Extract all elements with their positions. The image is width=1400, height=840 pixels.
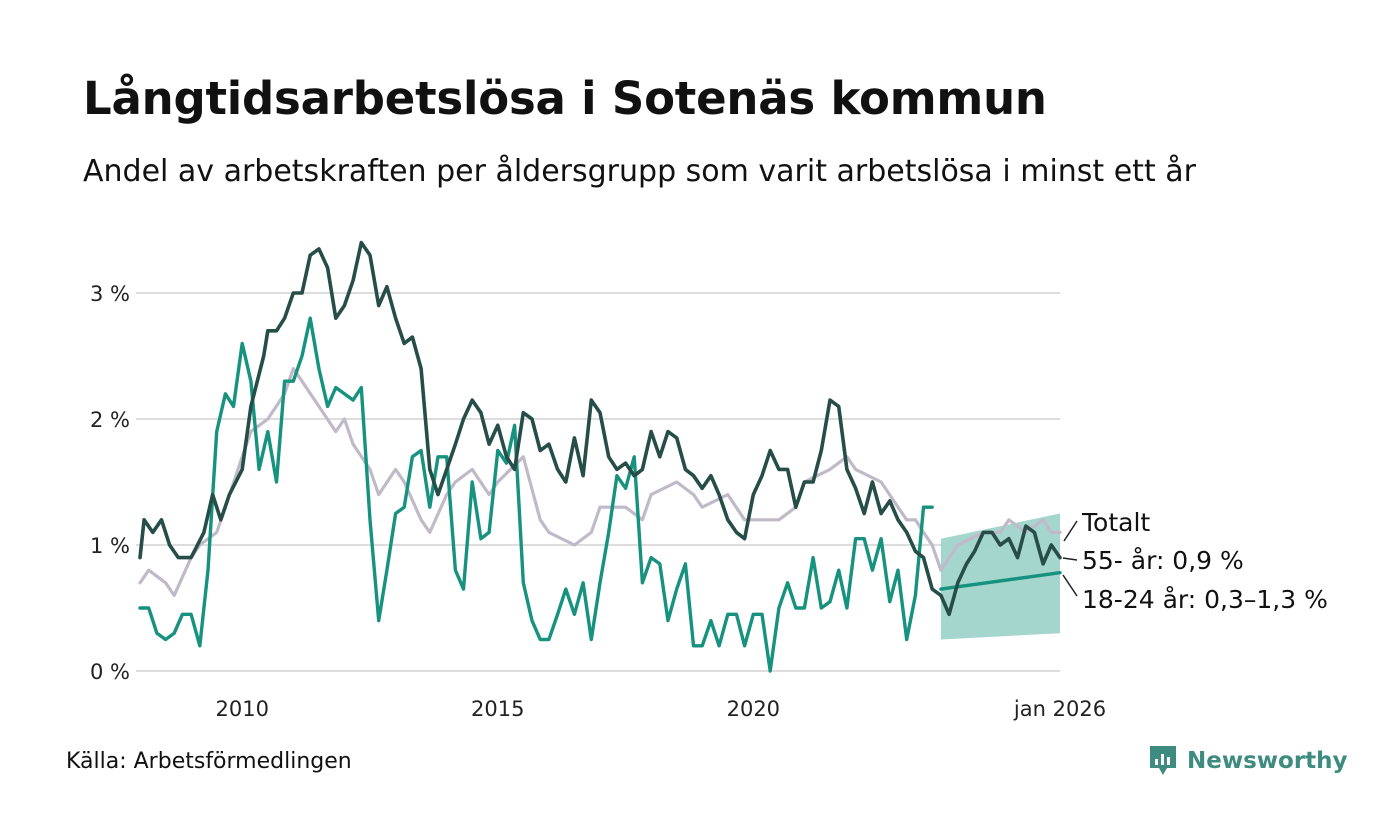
series-line-55: [138, 240, 1062, 617]
end-labels: Totalt 55- år: 0,9 % 18-24 år: 0,3–1,3 %: [1062, 508, 1328, 614]
source-note: Källa: Arbetsförmedlingen: [66, 749, 352, 774]
end-label-18-24: 18-24 år: 0,3–1,3 %: [1082, 585, 1328, 614]
end-label-totalt: Totalt: [1081, 508, 1150, 537]
y-tick-label: 2 %: [90, 408, 130, 432]
end-label-18-24-leader: [1062, 574, 1078, 597]
end-label-55: 55- år: 0,9 %: [1082, 546, 1244, 575]
series-line-18-24: [138, 316, 934, 673]
y-tick-label: 0 %: [90, 660, 130, 684]
gridlines: [136, 292, 1060, 672]
chart-title: Långtidsarbetslösa i Sotenäs kommun: [83, 72, 1047, 125]
x-tick-label: 2015: [471, 697, 524, 721]
chart-subtitle: Andel av arbetskraften per åldersgrupp s…: [83, 154, 1196, 189]
x-tick-label: 2020: [727, 697, 780, 721]
end-label-55-leader: [1062, 557, 1078, 561]
brand-name: Newsworthy: [1187, 748, 1348, 774]
forecast-band-18-24: [940, 513, 1060, 640]
confidence-band: [940, 513, 1060, 640]
x-tick-label: 2010: [215, 697, 268, 721]
series-line-totalt: [138, 367, 1062, 597]
y-tick-label: 1 %: [90, 534, 130, 558]
series-line-18-24-forecast: [939, 571, 1062, 591]
y-tick-label: 3 %: [90, 282, 130, 306]
newsworthy-logo-icon: [1150, 746, 1176, 775]
series-lines: [138, 240, 1062, 673]
brand-logo[interactable]: Newsworthy: [1148, 744, 1348, 778]
end-label-totalt-leader: [1063, 520, 1078, 542]
axis-labels: 0 % 1 % 2 % 3 % 2010 2015 2020 jan 2026: [90, 282, 1106, 721]
x-tick-label: jan 2026: [1013, 697, 1106, 721]
